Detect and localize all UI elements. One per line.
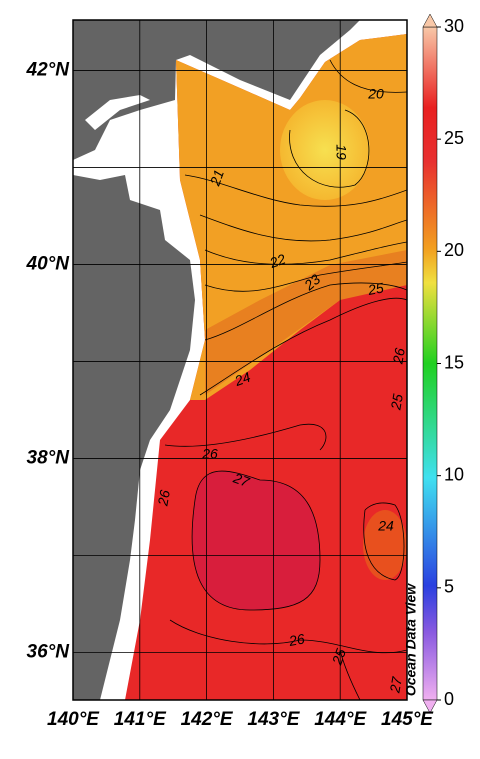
- land-honshu: [73, 175, 195, 700]
- contour-label: 25: [366, 279, 385, 298]
- colorbar: [422, 26, 438, 701]
- contour-label: 27: [386, 675, 405, 695]
- sea-dark-orange: [205, 250, 407, 395]
- contour-label: 27: [230, 469, 252, 490]
- sea-warm-core: [192, 471, 320, 610]
- contour-label: 22: [267, 251, 288, 272]
- y-tick-label: 40°N: [26, 253, 71, 274]
- x-tick-label: 142°E: [181, 709, 234, 730]
- x-tick-label: 141°E: [114, 709, 167, 730]
- x-tick-label: 145°E: [381, 709, 434, 730]
- contour-label: 26: [154, 489, 173, 508]
- credit: Ocean Data View: [403, 583, 419, 696]
- colorbar-label: 25: [444, 128, 464, 148]
- y-tick-label: 36°N: [27, 641, 71, 662]
- sea-yellow: [280, 100, 370, 200]
- colorbar-top-arrow: [422, 13, 438, 28]
- strait: [85, 95, 150, 130]
- map-field: [73, 20, 407, 700]
- contour-label: 19: [333, 144, 349, 160]
- contour-label: 26: [201, 446, 218, 462]
- contour-label: 26: [389, 347, 408, 366]
- colorbar-label: 30: [444, 16, 464, 36]
- colorbar-label: 5: [444, 577, 454, 597]
- contour-label: 26: [287, 630, 306, 649]
- colorbar-label: 15: [444, 352, 464, 372]
- colorbar-label: 0: [444, 689, 454, 709]
- contour-label: 24: [232, 369, 253, 390]
- colorbar-label: 20: [444, 240, 464, 260]
- y-tick-label: 42°N: [26, 59, 71, 80]
- contour-label: 24: [377, 518, 394, 534]
- x-tick-label: 144°E: [314, 709, 367, 730]
- x-tick-label: 143°E: [247, 709, 300, 730]
- contour-label: 21: [206, 168, 227, 189]
- x-tick-label: 140°E: [47, 709, 100, 730]
- contours: [164, 59, 407, 700]
- contour-label: 25: [387, 393, 406, 412]
- colorbar-bottom-arrow: [422, 699, 438, 714]
- colorbar-label: 10: [444, 464, 464, 484]
- sea-eddy: [363, 510, 407, 580]
- land-north: [73, 20, 360, 160]
- y-tick-label: 38°N: [27, 447, 71, 468]
- contour-label: 20: [367, 86, 384, 102]
- contour-label: 25: [328, 646, 349, 667]
